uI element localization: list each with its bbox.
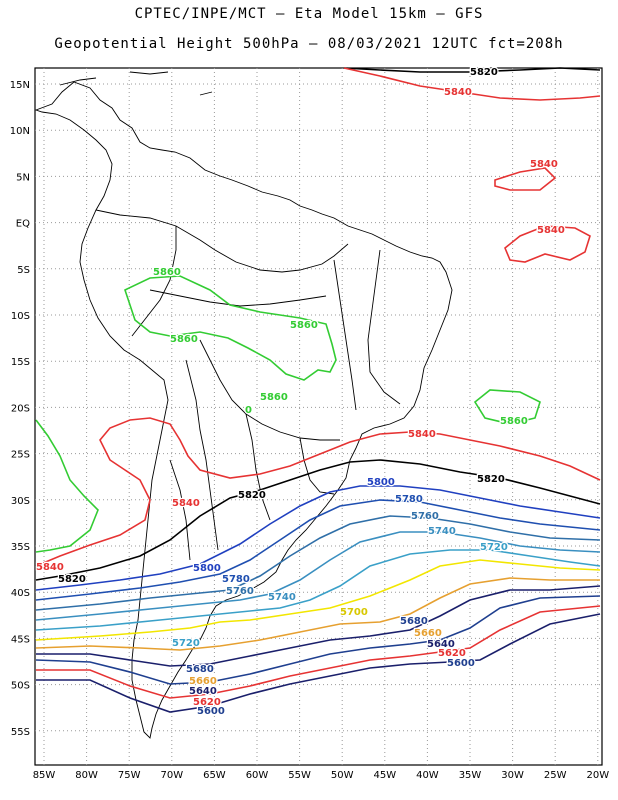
contour-label: 5680 <box>400 616 428 627</box>
lat-label: EQ <box>16 219 30 230</box>
contour-label: 5640 <box>189 686 217 697</box>
contour-label: 0 <box>245 405 252 416</box>
contour-label: 5860 <box>500 416 528 427</box>
contour-label: 5600 <box>197 706 225 717</box>
lat-label: 10S <box>11 311 30 322</box>
lon-label: 75W <box>118 770 141 781</box>
contour-label: 5660 <box>189 676 217 687</box>
lat-label: 25S <box>11 450 30 461</box>
contour-label: 5860 <box>290 320 318 331</box>
contour-label: 5680 <box>186 664 214 675</box>
lat-label: 40S <box>11 588 30 599</box>
contour-label: 5820 <box>477 474 505 485</box>
lon-label: 30W <box>501 770 524 781</box>
contour-labels: 5820584058405840586058605860586058600584… <box>35 66 566 719</box>
contour-label: 5820 <box>238 490 266 501</box>
map-title-line1: CPTEC/INPE/MCT – Eta Model 15km – GFS <box>134 6 484 22</box>
lat-label: 45S <box>11 634 30 645</box>
contour-label: 5600 <box>447 658 475 669</box>
contour-label: 5660 <box>414 628 442 639</box>
lat-label: 15N <box>10 80 30 91</box>
lat-label: 15S <box>11 357 30 368</box>
contour-label: 5820 <box>470 67 498 78</box>
contour-label: 5860 <box>153 267 181 278</box>
lat-label: 35S <box>11 542 30 553</box>
contour-label: 5620 <box>438 648 466 659</box>
contour-label: 5840 <box>36 562 64 573</box>
contour-label: 5720 <box>480 542 508 553</box>
contour-label: 5740 <box>268 592 296 603</box>
lat-label: 10N <box>10 126 30 137</box>
lon-label: 60W <box>246 770 269 781</box>
grid-lines <box>35 68 602 765</box>
lat-label: 20S <box>11 403 30 414</box>
contour-label: 5800 <box>193 563 221 574</box>
contour-label: 5840 <box>530 159 558 170</box>
lat-label: 55S <box>11 727 30 738</box>
lon-label: 50W <box>331 770 354 781</box>
lat-label: 5N <box>16 172 30 183</box>
contour-label: 5840 <box>444 87 472 98</box>
lon-label: 45W <box>373 770 396 781</box>
lat-label: 50S <box>11 681 30 692</box>
contour-label: 5860 <box>170 334 198 345</box>
contour-label: 5840 <box>172 498 200 509</box>
contour-label: 5780 <box>222 574 250 585</box>
contour-label: 5780 <box>395 494 423 505</box>
lat-label: 30S <box>11 496 30 507</box>
contour-label: 5620 <box>193 697 221 708</box>
lat-label: 5S <box>17 265 30 276</box>
map-title-line2: Geopotential Height 500hPa – 08/03/2021 … <box>54 36 564 52</box>
lon-label: 20W <box>586 770 609 781</box>
lon-label: 85W <box>33 770 56 781</box>
contour-label: 5860 <box>260 392 288 403</box>
lon-label: 70W <box>160 770 183 781</box>
contour-label: 5720 <box>172 638 200 649</box>
lon-label: 25W <box>544 770 567 781</box>
lon-label: 55W <box>288 770 311 781</box>
contour-label: 5820 <box>58 574 86 585</box>
lon-label: 65W <box>203 770 226 781</box>
contour-label: 5700 <box>340 607 368 618</box>
longitude-labels: 85W 80W 75W 70W 65W 60W 55W 50W 45W 40W 35W 30W 25W 2… <box>33 770 610 781</box>
lon-label: 80W <box>75 770 98 781</box>
contour-lines <box>35 67 601 713</box>
contour-label: 5840 <box>408 429 436 440</box>
contour-label: 5760 <box>411 511 439 522</box>
contour-label: 5740 <box>428 526 456 537</box>
contour-label: 5800 <box>367 477 395 488</box>
coastlines <box>34 71 453 739</box>
contour-label: 5840 <box>537 225 565 236</box>
lon-label: 40W <box>416 770 439 781</box>
latitude-labels: 15N 10N 5N EQ 5S 10S 15S 20S 25S 30S 35S 40S 45S 50S 5… <box>10 80 30 738</box>
contour-label: 5640 <box>427 639 455 650</box>
contour-label: 5760 <box>226 586 254 597</box>
lon-label: 35W <box>459 770 482 781</box>
